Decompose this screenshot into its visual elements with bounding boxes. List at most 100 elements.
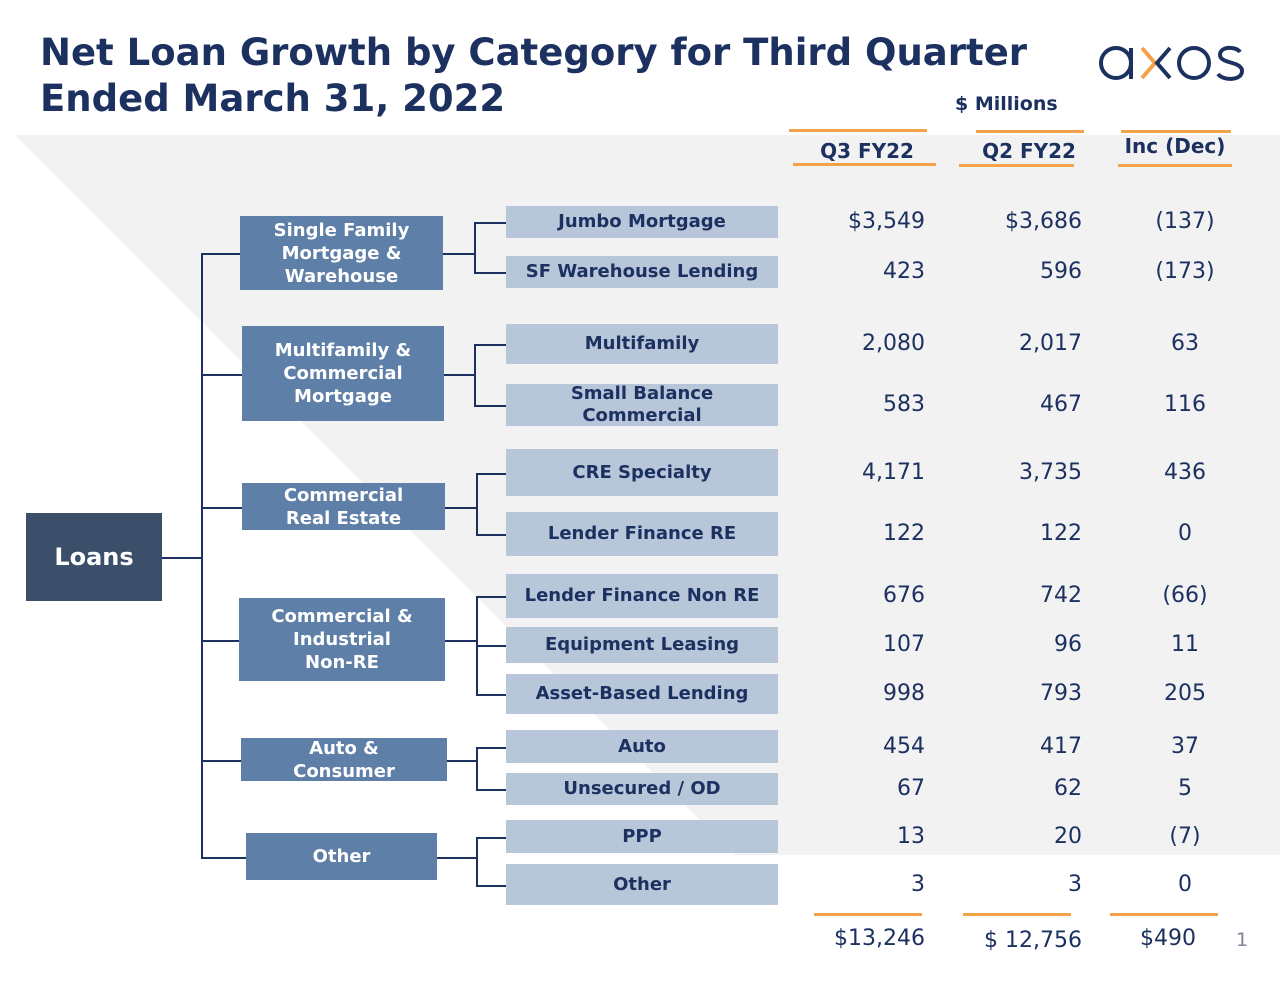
subcategory-box: Small Balance Commercial — [506, 383, 778, 426]
header-rule — [959, 164, 1074, 167]
connector-branch — [445, 639, 476, 642]
column-header-q2: Q2 FY22 — [982, 139, 1076, 163]
header-rule — [793, 163, 936, 166]
connector-branch — [437, 856, 476, 859]
subcategory-box: Other — [506, 864, 778, 905]
loans-root-box: Loans — [26, 513, 162, 601]
category-box: Commercial & Industrial Non-RE — [239, 598, 445, 681]
connector-leaf — [474, 405, 506, 407]
total-q3: $13,246 — [834, 926, 925, 951]
connector-branch — [445, 506, 476, 509]
category-box: Auto & Consumer — [241, 738, 447, 782]
connector-bracket — [476, 836, 478, 885]
value-q3: 3 — [911, 871, 925, 897]
header-rule — [1118, 164, 1232, 167]
value-q2: 417 — [1040, 733, 1082, 759]
column-header-inc: Inc (Dec) — [1124, 134, 1226, 158]
category-box: Commercial Real Estate — [242, 483, 445, 530]
title-line-2: Ended March 31, 2022 — [40, 77, 506, 120]
category-box: Single Family Mortgage & Warehouse — [240, 216, 443, 290]
connector-branch — [201, 373, 242, 376]
value-inc: 37 — [1171, 733, 1199, 759]
connector-bracket — [474, 222, 476, 272]
total-rule — [1110, 913, 1218, 916]
connector-trunk — [201, 253, 203, 857]
value-inc: 116 — [1164, 392, 1206, 417]
page-title: Net Loan Growth by Category for Third Qu… — [40, 30, 1027, 122]
value-inc: (137) — [1155, 209, 1215, 234]
connector-branch — [201, 639, 239, 642]
connector-branch — [201, 506, 242, 509]
value-q2: 122 — [1040, 521, 1082, 546]
value-q2: 20 — [1054, 823, 1082, 849]
value-q2: 2,017 — [1019, 331, 1082, 356]
connector-bracket — [476, 472, 478, 534]
connector-leaf — [476, 884, 506, 887]
value-inc: (7) — [1169, 823, 1201, 849]
header-rule — [1121, 130, 1231, 133]
subcategory-box: Equipment Leasing — [506, 627, 778, 663]
value-q3: 583 — [883, 392, 925, 417]
value-q2: 3 — [1068, 871, 1082, 897]
connector-branch — [444, 373, 474, 376]
value-q2: 742 — [1040, 583, 1082, 608]
subcategory-box: SF Warehouse Lending — [506, 256, 778, 288]
value-inc: 0 — [1178, 521, 1192, 546]
value-inc: 436 — [1164, 459, 1206, 485]
connector-root — [162, 557, 201, 559]
total-rule — [963, 913, 1071, 916]
connector-branch — [447, 759, 476, 762]
subcategory-box: Multifamily — [506, 324, 778, 364]
connector-leaf — [476, 596, 506, 598]
value-q3: $3,549 — [848, 209, 925, 234]
value-inc: (173) — [1155, 259, 1215, 284]
value-q3: 2,080 — [862, 331, 925, 356]
subcategory-box: Auto — [506, 730, 778, 763]
value-q2: 793 — [1040, 681, 1082, 706]
value-q3: 423 — [883, 259, 925, 284]
value-q2: $3,686 — [1005, 209, 1082, 234]
title-line-1: Net Loan Growth by Category for Third Qu… — [40, 31, 1028, 74]
value-q2: 467 — [1040, 392, 1082, 417]
value-q3: 454 — [883, 733, 925, 759]
subcategory-box: Lender Finance Non RE — [506, 574, 778, 618]
value-q3: 67 — [897, 776, 925, 801]
connector-branch — [201, 759, 241, 762]
units-label: $ Millions — [955, 93, 1058, 115]
category-box: Multifamily & Commercial Mortgage — [242, 326, 444, 421]
value-inc: 11 — [1171, 632, 1199, 657]
connector-leaf — [474, 344, 506, 346]
subcategory-box: Asset-Based Lending — [506, 674, 778, 714]
value-inc: 205 — [1164, 681, 1206, 706]
value-q2: 96 — [1054, 632, 1082, 657]
total-rule — [814, 913, 922, 916]
connector-branch — [443, 253, 474, 255]
connector-leaf — [476, 534, 506, 536]
page-number: 1 — [1236, 929, 1249, 951]
value-q2: 62 — [1054, 776, 1082, 801]
value-inc: 5 — [1178, 776, 1192, 801]
connector-branch — [201, 856, 246, 859]
connector-bracket — [474, 344, 476, 405]
total-inc: $490 — [1140, 926, 1196, 951]
connector-leaf — [476, 645, 506, 647]
subcategory-box: CRE Specialty — [506, 449, 778, 496]
value-q3: 676 — [883, 583, 925, 608]
header-rule — [976, 130, 1084, 133]
connector-leaf — [474, 222, 506, 224]
value-q3: 4,171 — [862, 459, 925, 485]
connector-leaf — [476, 694, 506, 696]
connector-branch — [201, 253, 240, 255]
connector-leaf — [476, 836, 506, 839]
connector-bracket — [476, 746, 478, 789]
value-inc: 63 — [1171, 331, 1199, 356]
value-inc: 0 — [1178, 871, 1192, 897]
connector-leaf — [476, 789, 506, 791]
value-q2: 596 — [1040, 259, 1082, 284]
column-header-q3: Q3 FY22 — [820, 139, 914, 163]
subcategory-box: PPP — [506, 820, 778, 853]
subcategory-box: Lender Finance RE — [506, 512, 778, 556]
value-q3: 122 — [883, 521, 925, 546]
connector-leaf — [476, 472, 506, 475]
value-q3: 998 — [883, 681, 925, 706]
